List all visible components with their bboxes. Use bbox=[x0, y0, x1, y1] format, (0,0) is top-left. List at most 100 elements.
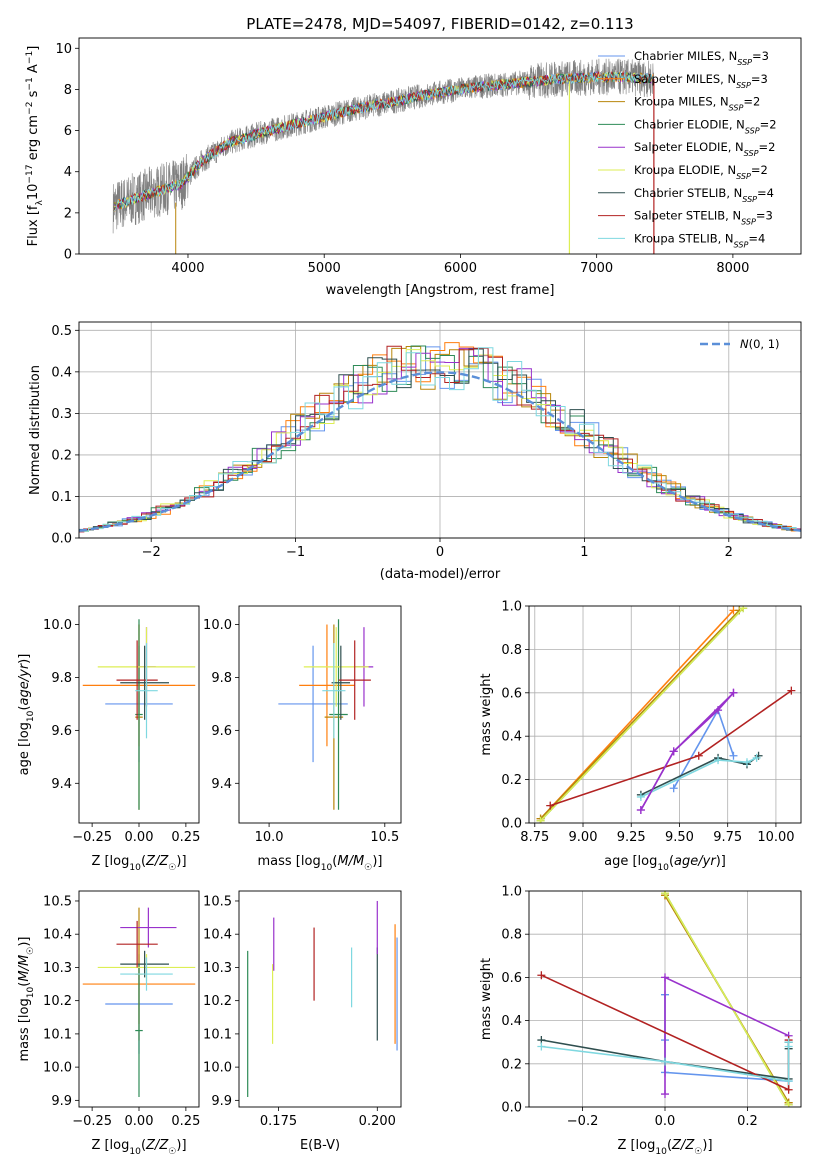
x-tick-label: 0.0 bbox=[655, 1114, 676, 1129]
weight-marker bbox=[787, 686, 796, 695]
weight-marker bbox=[714, 756, 723, 765]
y-tick-label: 0.4 bbox=[501, 1014, 522, 1029]
y-tick-label: 10.0 bbox=[203, 1061, 232, 1076]
y-tick-label: 0.0 bbox=[501, 1101, 522, 1116]
panel-mass_ebv: 0.175 0.200 9.9 10.0 10.1 10.2 10.3 10.4 10.5 E(B… bbox=[203, 890, 402, 1153]
y-axis-label: Normed distribution bbox=[28, 365, 43, 495]
plot-area bbox=[79, 342, 801, 533]
weight-line-kroupa-stelib bbox=[640, 757, 757, 798]
weight-marker bbox=[784, 1077, 793, 1086]
panel-spectrum: 4000 5000 6000 7000 8000 0 2 4 6 8 10 wavelength [A… bbox=[25, 37, 802, 298]
legend-entry: Salpeter MILES, NSSP=3 bbox=[634, 72, 768, 90]
weight-marker bbox=[661, 1057, 669, 1066]
y-tick-label: 9.9 bbox=[211, 1094, 232, 1109]
axes-frame bbox=[78, 37, 802, 255]
y-tick-label: 9.4 bbox=[211, 777, 232, 792]
spectrum-data-line bbox=[112, 58, 655, 234]
x-tick-label: 9.75 bbox=[713, 830, 742, 845]
spectrum-model-kroupa-stelib bbox=[113, 71, 654, 212]
axes-frame bbox=[528, 890, 802, 1108]
weight-line-kroupa-miles bbox=[540, 609, 740, 820]
y-tick-label: 0.6 bbox=[501, 971, 522, 986]
weight-marker bbox=[537, 971, 546, 980]
y-tick-label: 0.0 bbox=[51, 532, 72, 547]
x-tick-label: 9.00 bbox=[569, 830, 598, 845]
weight-marker bbox=[669, 747, 678, 756]
weight-marker bbox=[694, 751, 703, 760]
legend-entry: Kroupa MILES, NSSP=2 bbox=[634, 95, 760, 113]
x-tick-label: 4000 bbox=[171, 261, 204, 276]
x-axis-label: Z [log10(Z/Z☉)] bbox=[91, 854, 186, 873]
x-tick-label: 0 bbox=[436, 545, 444, 560]
weight-line-kroupa-elodie bbox=[664, 892, 790, 1106]
y-tick-label: 10.1 bbox=[43, 1027, 72, 1042]
x-tick-label: 6000 bbox=[444, 261, 477, 276]
y-tick-label: 0.4 bbox=[501, 730, 522, 745]
y-tick-label: 10.2 bbox=[203, 994, 232, 1009]
x-axis-label: E(B-V) bbox=[300, 1138, 340, 1153]
y-tick-label: 0.3 bbox=[51, 407, 72, 422]
hist-kroupa-stelib bbox=[79, 347, 801, 532]
y-tick-label: 9.9 bbox=[51, 1094, 72, 1109]
x-tick-label: −0.25 bbox=[72, 1114, 112, 1129]
y-axis-label: age [log10(age/yr)] bbox=[17, 654, 36, 776]
axes-frame bbox=[238, 605, 402, 824]
weight-marker bbox=[752, 753, 761, 762]
x-tick-label: 0.00 bbox=[125, 830, 154, 845]
y-tick-label: 10.4 bbox=[203, 928, 232, 943]
weight-line-kroupa-elodie bbox=[540, 607, 744, 822]
weight-marker bbox=[714, 706, 723, 715]
legend-entry: Chabrier ELODIE, NSSP=2 bbox=[634, 117, 777, 135]
x-tick-label: 0.2 bbox=[737, 1114, 758, 1129]
weight-marker bbox=[742, 758, 751, 767]
weight-marker bbox=[729, 688, 738, 697]
y-tick-label: 2 bbox=[64, 206, 72, 221]
y-tick-label: 1.0 bbox=[501, 885, 522, 900]
x-tick-label: 0.00 bbox=[125, 1114, 154, 1129]
panel-mass_Z: −0.25 0.00 0.25 9.9 10.0 10.1 10.2 10.3 10.4 10.5… bbox=[17, 890, 200, 1157]
weight-line-salpeter-elodie bbox=[640, 692, 735, 811]
y-tick-label: 0.8 bbox=[501, 928, 522, 943]
weight-marker bbox=[661, 973, 669, 982]
y-axis-label: Flux [fλ10−17 erg cm−2 s−1 A−1] bbox=[25, 46, 45, 247]
x-axis-label: mass [log10(M/M☉)] bbox=[258, 854, 383, 873]
legend-entry: Kroupa ELODIE, NSSP=2 bbox=[634, 163, 768, 181]
weight-line-chabrier-miles bbox=[664, 994, 789, 1082]
normal-curve bbox=[79, 371, 801, 532]
y-tick-label: 0.1 bbox=[51, 490, 72, 505]
legend-entry: Chabrier STELIB, NSSP=4 bbox=[634, 186, 774, 204]
plot-area bbox=[537, 891, 793, 1107]
y-tick-label: 10.5 bbox=[203, 894, 232, 909]
legend-entry: Chabrier MILES, NSSP=3 bbox=[634, 49, 769, 67]
x-tick-label: 9.25 bbox=[617, 830, 646, 845]
y-tick-label: 0 bbox=[64, 248, 72, 263]
x-axis-label: Z [log10(Z/Z☉)] bbox=[617, 1138, 712, 1157]
panel-residuals: −2 −1 0 1 2 0.0 0.1 0.2 0.3 0.4 0.5 (data-model)/er… bbox=[28, 321, 802, 582]
x-tick-label: 2 bbox=[725, 545, 733, 560]
y-tick-label: 10.2 bbox=[43, 994, 72, 1009]
weight-marker bbox=[784, 1085, 793, 1094]
y-tick-label: 0.6 bbox=[501, 686, 522, 701]
y-tick-label: 9.8 bbox=[211, 671, 232, 686]
x-axis-label: Z [log10(Z/Z☉)] bbox=[91, 1138, 186, 1157]
legend-entry: Salpeter STELIB, NSSP=3 bbox=[634, 209, 773, 227]
axes-frame bbox=[238, 890, 402, 1108]
y-tick-label: 10.5 bbox=[43, 894, 72, 909]
y-tick-label: 0.4 bbox=[51, 365, 72, 380]
y-tick-label: 9.4 bbox=[51, 777, 72, 792]
plot-area bbox=[82, 907, 196, 1098]
x-axis-label: (data-model)/error bbox=[380, 567, 501, 582]
weight-marker bbox=[536, 816, 545, 823]
x-tick-label: 0.200 bbox=[359, 1114, 396, 1129]
legend-entry: N(0, 1) bbox=[740, 337, 780, 351]
panel-age_Z: −0.25 0.00 0.25 9.4 9.6 9.8 10.0 Z [log10(Z/Z☉)… bbox=[17, 605, 200, 873]
y-tick-label: 0.2 bbox=[501, 1057, 522, 1072]
weight-marker bbox=[661, 891, 669, 898]
weight-marker bbox=[669, 784, 678, 793]
weight-marker bbox=[636, 792, 645, 801]
panel-weight_Z: −0.2 0.0 0.2 0.0 0.2 0.4 0.6 0.8 1.0 mass weight Z… bbox=[479, 885, 802, 1157]
x-axis-label: wavelength [Angstrom, rest frame] bbox=[326, 283, 555, 298]
weight-marker bbox=[661, 1090, 669, 1099]
